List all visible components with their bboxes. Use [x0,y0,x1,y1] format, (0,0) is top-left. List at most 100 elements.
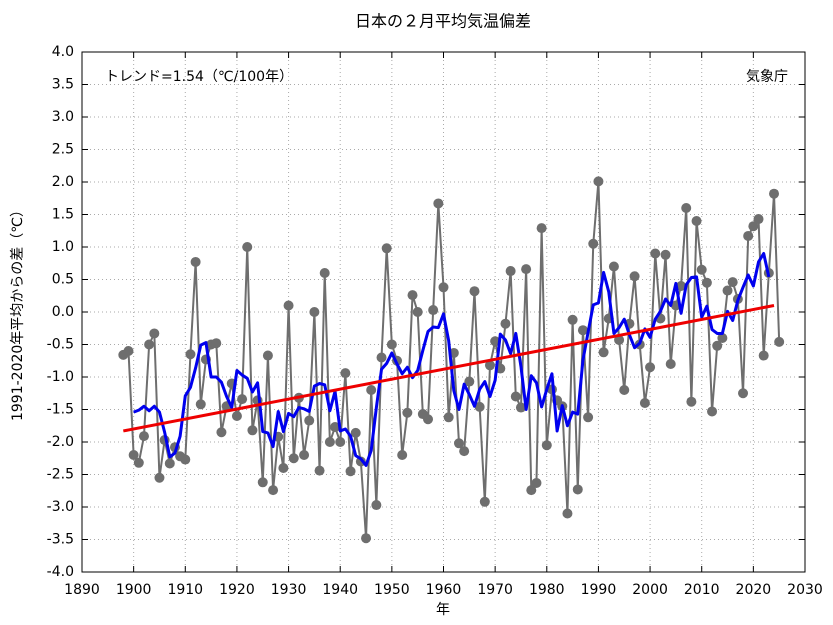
data-point [753,214,764,225]
data-point [469,286,480,297]
x-tick-label: 1920 [219,582,255,598]
x-tick-label: 1980 [529,582,565,598]
data-point [288,453,299,464]
chart-title: 日本の２月平均気温偏差 [355,12,531,31]
x-tick-label: 2030 [787,582,823,598]
data-point [335,437,346,447]
data-point [608,261,619,272]
data-point [500,318,511,329]
data-point [660,249,671,260]
x-tick-label: 2020 [736,582,772,598]
data-point [154,472,165,483]
data-point [299,450,310,460]
y-tick-label: -3.5 [47,532,74,548]
data-point [536,223,547,234]
y-tick-label: 0.5 [52,272,74,288]
y-tick-label: 2.0 [52,174,74,190]
data-point [133,457,144,468]
x-tick-label: 2010 [684,582,720,598]
data-point [211,338,222,349]
data-point [278,463,289,473]
data-point [314,465,325,476]
data-point [262,350,273,361]
data-point [541,440,552,451]
data-point [774,336,785,347]
y-tick-label: -2.0 [47,434,74,450]
x-axis-label: 年 [436,602,450,618]
data-point [490,336,501,347]
data-point [712,340,723,351]
data-point [438,282,449,293]
data-point [769,188,780,199]
y-tick-label: -1.5 [47,402,74,418]
data-point [397,450,408,460]
x-tick-label: 1910 [167,582,203,598]
data-point [324,437,335,447]
data-point [376,352,387,363]
data-point [681,203,692,213]
data-point [686,396,697,407]
data-point [216,427,227,438]
trend-annotation: トレンド=1.54（℃/100年） [105,69,293,85]
data-point [722,285,733,296]
data-point [164,458,175,469]
y-tick-label: -1.0 [47,369,74,385]
y-tick-label: 4.0 [52,44,74,60]
data-point [443,412,454,423]
data-point [407,290,418,301]
x-tick-label: 2000 [632,582,668,598]
series-line [133,252,771,467]
x-tick-label: 1950 [374,582,410,598]
data-point [593,176,604,187]
data-point [717,333,728,343]
data-point [474,401,485,412]
data-point [701,277,712,288]
series-line [122,180,781,540]
x-tick-label: 1990 [581,582,617,598]
data-point [572,484,583,495]
data-point [526,485,537,496]
data-point [665,359,676,369]
source-annotation: 気象庁 [746,69,788,85]
y-tick-label: -0.5 [47,337,74,353]
y-tick-label: -3.0 [47,499,74,515]
data-point [598,347,609,358]
data-point [412,307,423,317]
y-tick-label: -2.5 [47,467,74,483]
y-axis-label: 1991-2020年平均からの差（℃） [10,203,26,421]
data-point [149,328,160,339]
data-point [691,216,702,226]
data-point [629,271,640,282]
data-point [531,477,542,488]
data-point [423,414,434,425]
data-point [562,508,573,519]
data-point [247,425,258,436]
data-point [371,500,382,511]
data-point [748,221,759,232]
data-point [319,268,330,278]
data-point [190,256,201,267]
data-point [144,339,155,350]
data-point [242,242,253,252]
data-point [588,238,599,249]
data-point [639,398,650,408]
y-tick-label: 3.0 [52,109,74,125]
data-point [386,339,397,350]
data-point [433,198,444,209]
series-line [123,304,775,433]
x-tick-label: 1900 [116,582,152,598]
data-point [138,431,149,442]
plot-frame [81,51,806,573]
data-point [340,368,351,379]
x-tick-label: 1970 [477,582,513,598]
data-point [515,402,526,413]
data-point [459,446,470,457]
data-point [350,427,361,438]
y-tick-label: 2.5 [52,142,74,158]
data-point [567,314,578,325]
data-point [521,264,532,275]
y-tick-label: 0.0 [52,304,74,320]
data-point [237,394,248,405]
